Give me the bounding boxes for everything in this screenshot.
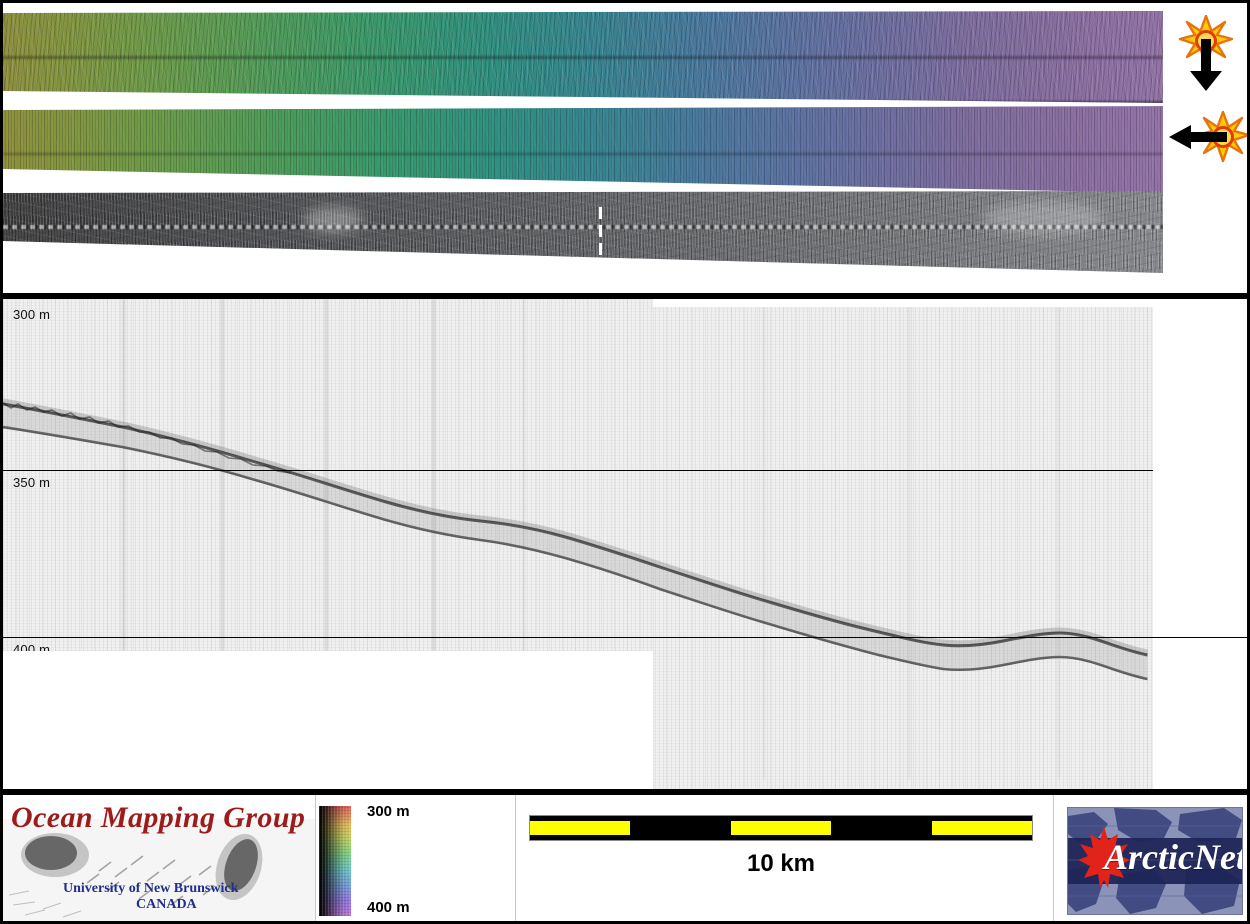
legend-footer: Ocean Mapping Group University of New Br… xyxy=(3,795,1247,921)
colour-key-gradient xyxy=(319,806,351,916)
arrow-left-icon xyxy=(1169,125,1227,149)
sub-bottom-canvas: 300 m 350 m 400 m xyxy=(3,299,1247,789)
arcticnet-logo-box: ArcticNet xyxy=(1067,807,1243,915)
scale-segment xyxy=(931,821,1033,835)
omg-country: CANADA xyxy=(136,897,197,912)
swath-shapes xyxy=(3,11,1163,273)
arrow-down-icon xyxy=(1190,39,1222,91)
seabed-reflectors xyxy=(3,398,1149,681)
arcticnet-wordmark: ArcticNet xyxy=(1104,837,1243,877)
scale-bar xyxy=(529,815,1033,841)
depth-gridline-350 xyxy=(3,470,1247,471)
depth-label-300: 300 m xyxy=(13,307,51,322)
scale-segment xyxy=(530,821,631,835)
bathymetry-panel xyxy=(0,0,1250,296)
scale-segment xyxy=(630,821,731,835)
sub-bottom-profile-panel: 300 m 350 m 400 m xyxy=(0,296,1250,792)
scale-bar-block: 10 km xyxy=(515,795,1047,921)
seabed-reflector-line xyxy=(3,402,1148,657)
depth-label-350: 350 m xyxy=(13,475,51,490)
sun-icon xyxy=(1178,14,1234,91)
sbp-coverage-right xyxy=(653,307,1153,789)
arcticnet-logo: ArcticNet xyxy=(1047,795,1247,921)
maple-leaf-icon xyxy=(1078,826,1130,888)
legend-footer-panel: Ocean Mapping Group University of New Br… xyxy=(0,792,1250,924)
scale-segment xyxy=(730,821,832,835)
sun-icon xyxy=(1169,110,1247,163)
colour-key-top-label: 300 m xyxy=(367,803,410,820)
ocean-mapping-group-logo: Ocean Mapping Group University of New Br… xyxy=(3,795,315,921)
swath-top-texture xyxy=(3,11,1163,103)
sbp-coverage-left xyxy=(3,299,653,651)
colour-key-bottom-label: 400 m xyxy=(367,899,410,916)
omg-title: Ocean Mapping Group xyxy=(11,801,306,834)
illumination-marker-middle xyxy=(1161,107,1247,174)
scale-bar-label: 10 km xyxy=(746,850,816,877)
bathymetry-canvas xyxy=(3,3,1247,293)
omg-university: University of New Brunswick xyxy=(63,881,239,896)
sub-bottom-reflector-line xyxy=(3,425,1148,681)
depth-colour-key: 300 m 400 m xyxy=(315,795,515,921)
omg-seafloor-backdrop xyxy=(3,819,315,921)
scale-segment xyxy=(831,821,932,835)
bathymetry-swath-top xyxy=(3,11,1163,103)
illumination-marker-top xyxy=(1175,14,1245,100)
sidescan-nadir-tick xyxy=(599,207,602,271)
